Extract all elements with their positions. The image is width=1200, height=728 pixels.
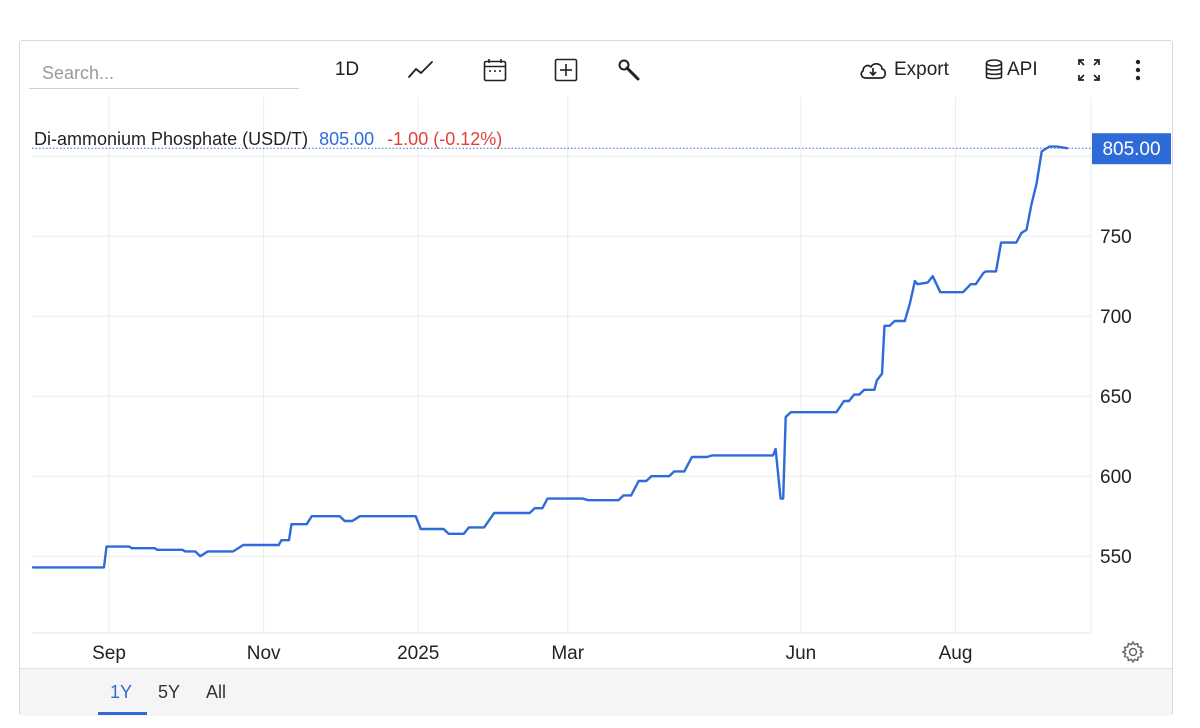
x-tick-label: Aug [939, 643, 973, 664]
x-tick-label: Sep [92, 643, 126, 664]
y-tick-label: 550 [1100, 547, 1132, 568]
api-button[interactable]: API [984, 55, 1044, 85]
calendar-icon [483, 59, 507, 82]
active-range-indicator [98, 712, 147, 715]
x-tick-label: 2025 [397, 643, 439, 664]
last-price-label: 805.00 [1102, 139, 1160, 160]
x-tick-label: Mar [551, 643, 584, 664]
tools-button[interactable] [614, 55, 644, 85]
interval-button[interactable]: 1D [330, 55, 364, 85]
y-tick-label: 600 [1100, 467, 1132, 488]
last-price-tag: 805.00 [1092, 133, 1171, 165]
chart-widget: 1D [19, 40, 1173, 716]
plus-square-icon [554, 58, 578, 82]
legend-price: 805.00 [319, 129, 374, 149]
settings-gear-icon[interactable] [1121, 640, 1145, 664]
interval-label: 1D [334, 59, 360, 80]
fullscreen-button[interactable] [1074, 55, 1104, 85]
export-label: Export [894, 59, 949, 80]
wrench-icon [618, 59, 640, 81]
export-button[interactable]: Export [858, 55, 958, 85]
api-label: API [1007, 59, 1038, 80]
search-input[interactable] [29, 59, 299, 89]
legend-series-name: Di-ammonium Phosphate (USD/T) [34, 129, 308, 149]
y-tick-label: 650 [1100, 387, 1132, 408]
compare-button[interactable] [551, 55, 581, 85]
range-all-button[interactable]: All [206, 682, 227, 702]
range-1y-button[interactable]: 1Y [110, 682, 133, 702]
x-tick-label: Jun [786, 643, 817, 664]
legend-change: -1.00 (-0.12%) [387, 129, 502, 149]
range-selector-bar: 1Y 5Y All [20, 668, 1172, 716]
chart-type-button[interactable] [404, 55, 438, 85]
range-5y-button[interactable]: 5Y [158, 682, 181, 702]
date-range-button[interactable] [479, 55, 511, 85]
chart-toolbar: 1D [20, 41, 1172, 97]
cloud-download-icon [860, 63, 887, 79]
fullscreen-icon [1078, 59, 1100, 81]
price-series-line [31, 145, 1069, 569]
x-tick-label: Nov [247, 643, 281, 664]
more-vertical-icon [1135, 59, 1141, 81]
y-tick-label: 700 [1100, 307, 1132, 328]
line-chart-icon [408, 61, 433, 78]
chart-legend: Di-ammonium Phosphate (USD/T) 805.00 -1.… [34, 129, 502, 149]
database-icon [985, 59, 1003, 80]
y-tick-label: 750 [1100, 227, 1132, 248]
price-chart: 550 600 650 700 750 Sep Nov 2025 Mar Jun Aug Di-am… [31, 97, 1171, 664]
more-options-button[interactable] [1126, 55, 1150, 85]
